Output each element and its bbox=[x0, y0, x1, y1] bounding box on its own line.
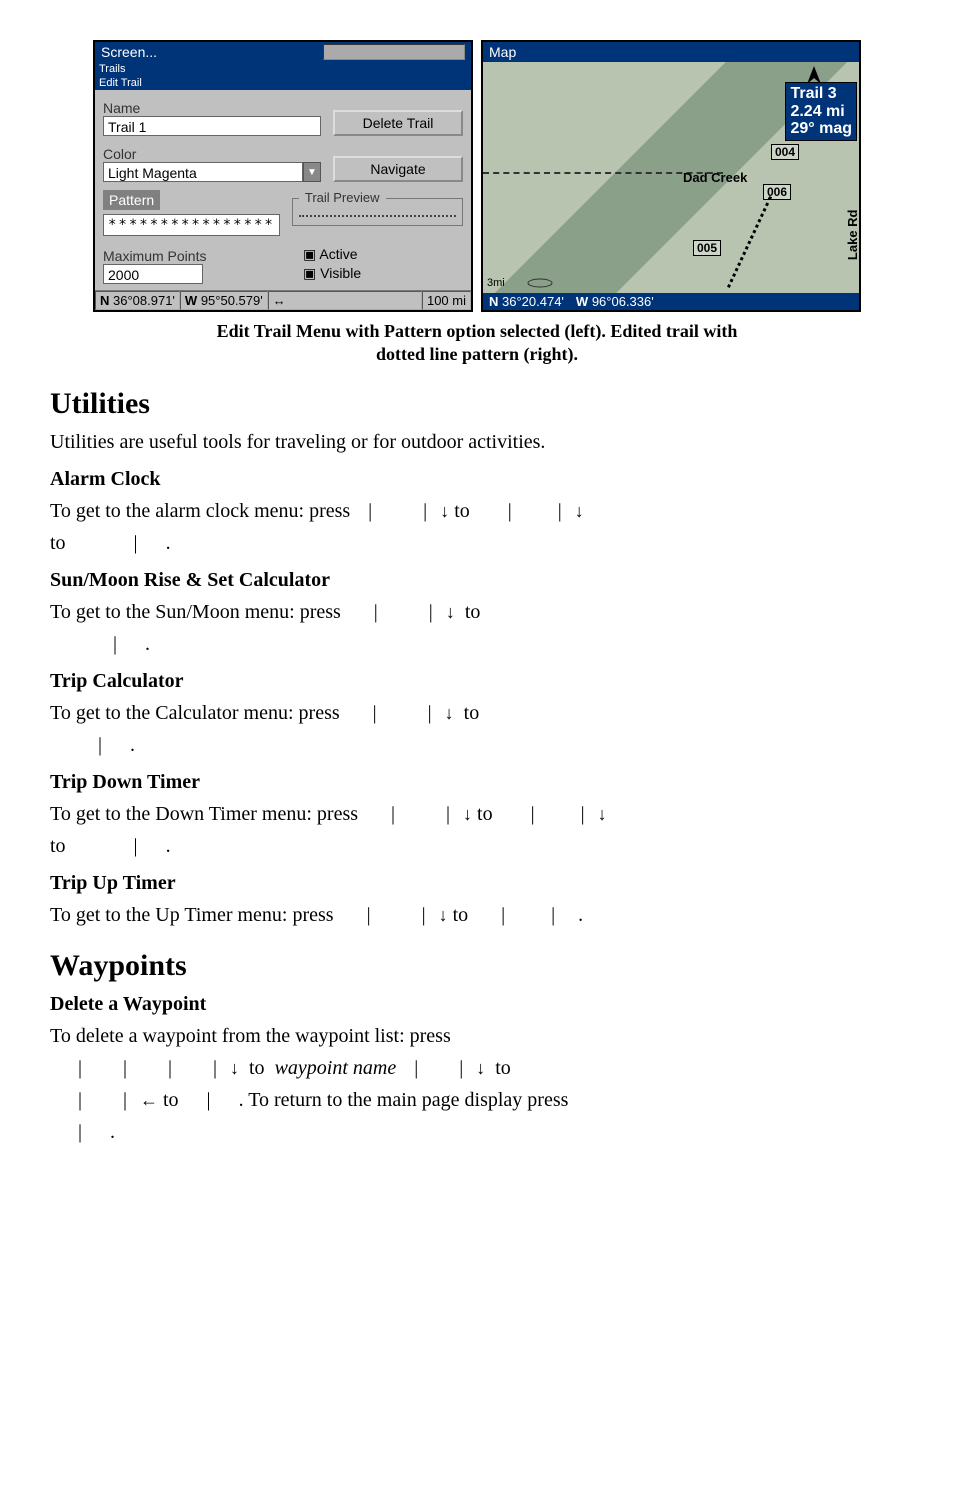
trail-preview-line bbox=[299, 215, 456, 219]
tripdown-heading: Trip Down Timer bbox=[50, 771, 904, 794]
wp-005[interactable]: 005 bbox=[693, 240, 721, 256]
pattern-label: Pattern bbox=[103, 190, 160, 210]
titlebar-spacer bbox=[323, 44, 465, 60]
pattern-value[interactable]: **************** bbox=[103, 214, 280, 236]
tripcalc-heading: Trip Calculator bbox=[50, 670, 904, 693]
name-label: Name bbox=[103, 100, 321, 116]
chevron-down-icon[interactable]: ▼ bbox=[303, 162, 321, 182]
maxpoints-label: Maximum Points bbox=[103, 248, 263, 264]
tripup-heading: Trip Up Timer bbox=[50, 872, 904, 895]
alarm-nav: To get to the alarm clock menu: press | … bbox=[50, 495, 904, 559]
map-area[interactable]: Trail 3 2.24 mi 29° mag Dad Creek Lake R… bbox=[483, 62, 859, 293]
utilities-heading: Utilities bbox=[50, 387, 904, 421]
alarm-heading: Alarm Clock bbox=[50, 468, 904, 491]
sunmoon-nav: To get to the Sun/Moon menu: press | |↓ … bbox=[50, 596, 904, 660]
delete-wp-nav: To delete a waypoint from the waypoint l… bbox=[50, 1020, 904, 1148]
cursor-icon bbox=[525, 277, 555, 289]
scale-bar: 3mi bbox=[487, 277, 555, 289]
trails-sub: Trails bbox=[95, 62, 471, 76]
preview-label: Trail Preview bbox=[299, 189, 386, 206]
visible-checkbox[interactable]: ▣ Visible bbox=[303, 265, 463, 282]
name-input[interactable]: Trail 1 bbox=[103, 116, 321, 136]
dad-creek-label: Dad Creek bbox=[683, 170, 747, 185]
status-arrow: ↔ bbox=[268, 291, 422, 310]
delete-trail-button[interactable]: Delete Trail bbox=[333, 110, 463, 136]
trail-dotted bbox=[727, 196, 772, 288]
titlebar: Screen... bbox=[95, 42, 471, 62]
color-select[interactable]: Light Magenta bbox=[103, 162, 303, 182]
figure-caption: Edit Trail Menu with Pattern option sele… bbox=[50, 320, 904, 367]
statusbar: N 36°08.971' W 95°50.579' ↔ 100 mi bbox=[95, 290, 471, 310]
trail-info-box: Trail 3 2.24 mi 29° mag bbox=[785, 82, 857, 141]
screen-menu[interactable]: Screen... bbox=[101, 44, 157, 60]
status-dist: 100 mi bbox=[422, 291, 471, 310]
map-title: Map bbox=[489, 44, 516, 60]
delete-wp-heading: Delete a Waypoint bbox=[50, 993, 904, 1016]
tripup-nav: To get to the Up Timer menu: press | |↓ … bbox=[50, 899, 904, 931]
map-titlebar: Map bbox=[483, 42, 859, 62]
waypoints-heading: Waypoints bbox=[50, 949, 904, 983]
color-label: Color bbox=[103, 146, 321, 162]
navigate-button[interactable]: Navigate bbox=[333, 156, 463, 182]
map-statusbar: N 36°20.474' W 96°06.336' bbox=[483, 293, 859, 310]
utilities-intro: Utilities are useful tools for traveling… bbox=[50, 429, 904, 456]
maxpoints-input[interactable]: 2000 bbox=[103, 264, 203, 284]
active-checkbox[interactable]: ▣ Active bbox=[303, 246, 463, 263]
sunmoon-heading: Sun/Moon Rise & Set Calculator bbox=[50, 569, 904, 592]
wp-004[interactable]: 004 bbox=[771, 144, 799, 160]
tripdown-nav: To get to the Down Timer menu: press | |… bbox=[50, 798, 904, 862]
map-panel: Map Trail 3 2.24 mi 29° mag Dad Creek La… bbox=[481, 40, 861, 312]
tripcalc-nav: To get to the Calculator menu: press | |… bbox=[50, 697, 904, 761]
status-w: W 95°50.579' bbox=[180, 291, 268, 310]
edit-trail-sub: Edit Trail bbox=[95, 76, 471, 90]
status-n: N 36°08.971' bbox=[95, 291, 180, 310]
lake-rd-label: Lake Rd bbox=[846, 210, 860, 261]
edit-trail-panel: Screen... Trails Edit Trail Name Trail 1… bbox=[93, 40, 473, 312]
